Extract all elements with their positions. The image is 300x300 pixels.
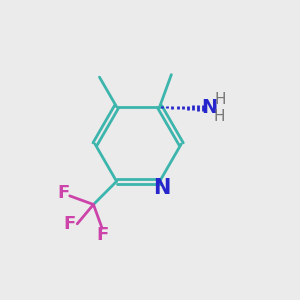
Text: N: N	[153, 178, 171, 198]
Text: F: F	[57, 184, 69, 202]
Text: H: H	[213, 109, 225, 124]
Text: F: F	[64, 215, 76, 233]
Text: F: F	[96, 226, 108, 244]
Text: H: H	[215, 92, 226, 107]
Text: N: N	[201, 98, 218, 117]
